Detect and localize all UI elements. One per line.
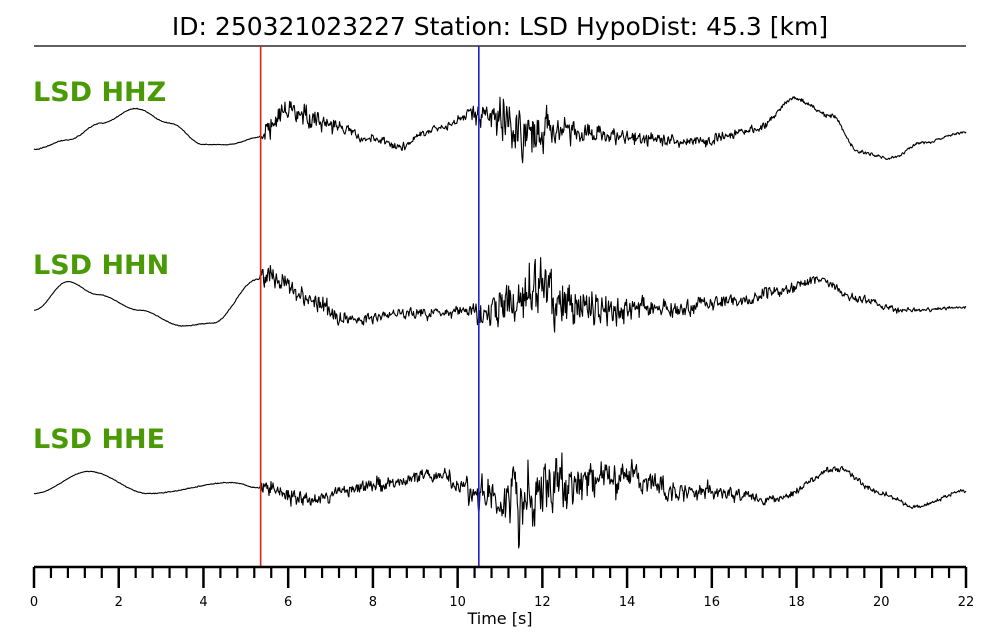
x-tick-label: 4 (199, 595, 207, 610)
trace-lsd-hhn (33, 257, 967, 333)
x-tick-label: 6 (284, 595, 292, 610)
x-tick-label: 20 (873, 595, 890, 610)
x-tick-label: 12 (534, 595, 551, 610)
x-tick-label: 2 (115, 595, 123, 610)
x-tick-label: 16 (704, 595, 721, 610)
x-tick-label: 22 (958, 595, 975, 610)
phase-picks-group (259, 46, 480, 567)
x-tick-label: 8 (369, 595, 377, 610)
channel-label: LSD HHZ (33, 77, 166, 108)
x-tick-label: 0 (30, 595, 38, 610)
channel-label: LSD HHE (33, 424, 165, 455)
x-axis-label: Time [s] (466, 609, 532, 628)
chart-title: ID: 250321023227 Station: LSD HypoDist: … (172, 12, 828, 41)
trace-lsd-hhz (33, 96, 967, 164)
trace-lsd-hhe (33, 452, 967, 549)
channel-label: LSD HHN (33, 250, 169, 281)
x-tick-label: 18 (788, 595, 805, 610)
time-axis: 0 2 4 6 8 10 12 14 16 18 20 22 (30, 565, 975, 610)
channel-labels-group: LSD HHZ LSD HHN LSD HHE (33, 77, 169, 455)
traces-group (33, 96, 967, 549)
x-tick-label: 14 (619, 595, 636, 610)
x-tick-label: 10 (449, 595, 466, 610)
